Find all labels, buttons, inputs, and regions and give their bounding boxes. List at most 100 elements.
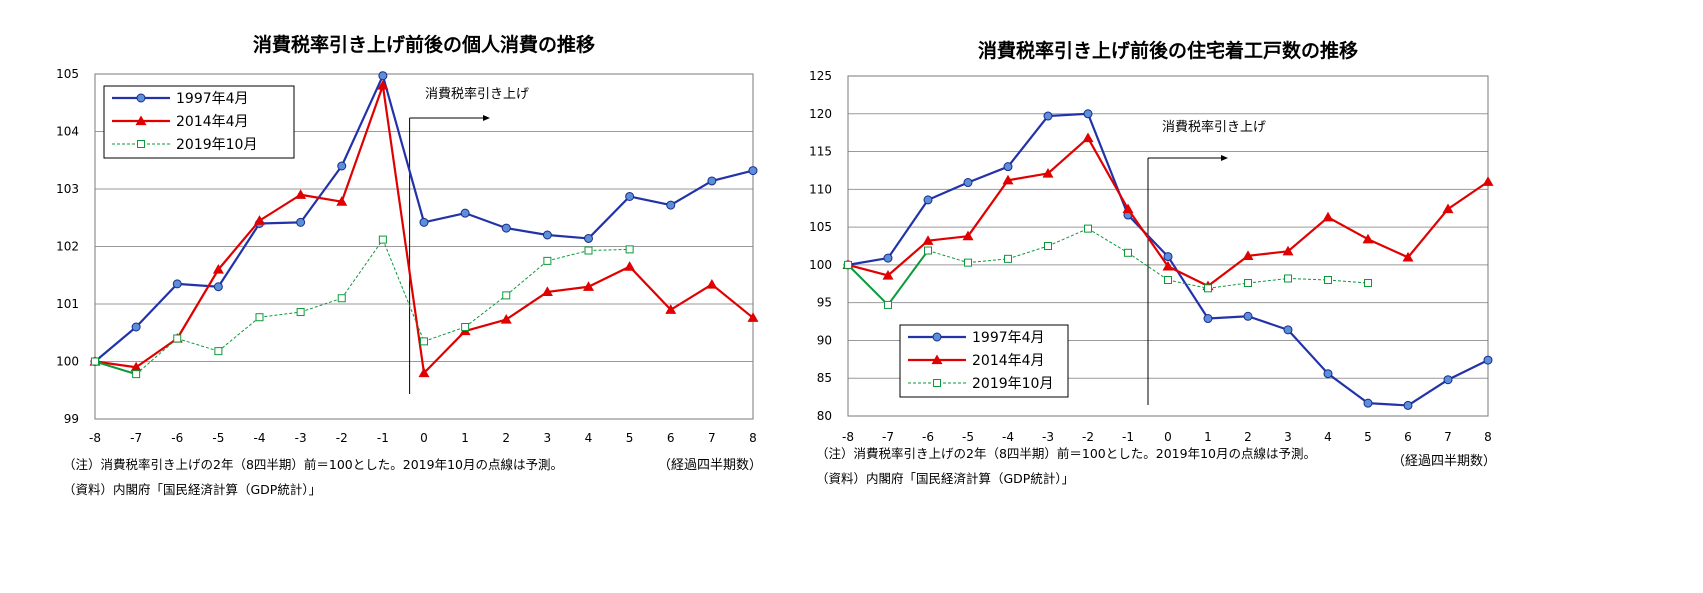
data-point xyxy=(502,291,511,300)
series-line-segment xyxy=(1287,277,1329,281)
series-line-segment xyxy=(423,212,466,224)
series-line-segment xyxy=(505,260,548,296)
data-point xyxy=(1042,167,1054,178)
chart-1: 消費税率引き上げ前後の個人消費の推移99100101102103104105-8… xyxy=(56,33,762,497)
data-point xyxy=(132,370,141,379)
x-tick-label: 0 xyxy=(420,431,428,445)
data-point xyxy=(419,217,429,227)
series-line-segment xyxy=(258,193,302,222)
x-tick-label: 3 xyxy=(544,431,552,445)
legend-swatch-marker xyxy=(932,332,942,342)
series-line-segment xyxy=(670,180,713,207)
y-tick-label: 105 xyxy=(56,67,79,81)
series-line-segment xyxy=(217,222,261,288)
data-point xyxy=(1284,274,1292,283)
data-point xyxy=(625,191,635,201)
footnote: （注）消費税率引き上げの2年（8四半期）前＝100とした。2019年10月の点線… xyxy=(63,457,563,472)
data-point xyxy=(254,215,265,225)
series-line-segment xyxy=(135,283,179,328)
series-line-segment xyxy=(547,233,589,240)
data-point xyxy=(964,258,972,267)
series-line-segment xyxy=(300,193,342,203)
legend-swatch-marker xyxy=(931,354,943,365)
series-line-segment xyxy=(1167,265,1209,288)
x-tick-label: 2 xyxy=(502,431,510,445)
data-point xyxy=(883,253,893,263)
y-tick-label: 104 xyxy=(56,125,79,139)
series-line-segment xyxy=(381,85,426,374)
tax-hike-annotation: 消費税率引き上げ xyxy=(1162,119,1266,135)
y-tick-label: 115 xyxy=(809,145,832,159)
series-line-segment xyxy=(547,250,589,262)
series-line-segment xyxy=(1047,228,1089,247)
data-point xyxy=(131,322,141,332)
data-point xyxy=(884,300,892,309)
series-line-segment xyxy=(847,264,889,306)
data-point xyxy=(1002,174,1014,185)
data-point xyxy=(1243,311,1253,321)
x-tick-label: -2 xyxy=(336,431,348,445)
data-point xyxy=(583,281,594,291)
data-point xyxy=(1363,398,1373,408)
x-tick-label: -3 xyxy=(295,431,307,445)
x-tick-label: -7 xyxy=(882,430,894,444)
tax-hike-annotation: 消費税率引き上げ xyxy=(425,86,529,102)
series-line-segment xyxy=(135,338,178,375)
x-tick-label: 7 xyxy=(708,431,716,445)
series-line-segment xyxy=(587,195,631,240)
x-tick-label: -5 xyxy=(212,431,224,445)
data-point xyxy=(91,357,99,366)
series-line-segment xyxy=(1247,250,1289,257)
series-line-segment xyxy=(1247,277,1289,284)
x-tick-label: 6 xyxy=(667,431,675,445)
series-line-segment xyxy=(1007,245,1049,260)
series-line-segment xyxy=(382,239,425,342)
data-point xyxy=(1204,284,1212,293)
x-tick-label: 1 xyxy=(1204,430,1212,444)
series-line-segment xyxy=(1167,255,1209,320)
series-line-segment xyxy=(135,337,178,369)
series-3 xyxy=(844,224,1372,309)
x-tick-label: 4 xyxy=(585,431,593,445)
series-line-segment xyxy=(1207,282,1249,289)
data-point xyxy=(1442,203,1454,214)
y-tick-label: 120 xyxy=(809,107,832,121)
series-line-segment xyxy=(588,265,631,288)
series-line-segment xyxy=(887,239,929,277)
series-line-segment xyxy=(1207,315,1249,320)
x-tick-label: -4 xyxy=(1002,430,1014,444)
plot-area-frame xyxy=(94,73,754,420)
series-1 xyxy=(843,109,1493,410)
data-point xyxy=(1242,250,1254,260)
data-point xyxy=(1004,254,1012,263)
series-line-segment xyxy=(1447,180,1489,210)
legend-label: 2014年4月 xyxy=(972,353,1045,369)
x-tick-label: 2 xyxy=(1244,430,1252,444)
x-tick-label: 3 xyxy=(1284,430,1292,444)
series-line-segment xyxy=(927,250,969,264)
series-line-segment xyxy=(506,227,548,237)
chart-2: 消費税率引き上げ前後の住宅着工戸数の推移80859095100105110115… xyxy=(809,39,1496,486)
data-point xyxy=(461,323,470,331)
data-point xyxy=(1322,211,1334,222)
x-tick-label: -8 xyxy=(842,430,854,444)
series-line-segment xyxy=(927,235,969,242)
series-line-segment xyxy=(1007,172,1049,182)
series-line-segment xyxy=(464,294,507,328)
data-point xyxy=(1364,279,1372,288)
data-point xyxy=(1283,325,1293,335)
series-1 xyxy=(90,71,758,366)
series-3 xyxy=(91,235,634,379)
x-tick-label: 4 xyxy=(1324,430,1332,444)
legend-swatch-marker xyxy=(933,379,941,387)
data-point xyxy=(541,286,553,297)
data-point xyxy=(1084,224,1092,233)
data-point xyxy=(962,230,974,241)
x-tick-label: -4 xyxy=(254,431,266,445)
series-line-segment xyxy=(1287,216,1329,253)
data-point xyxy=(1124,248,1132,257)
data-point xyxy=(584,233,593,243)
x-tick-label: -5 xyxy=(962,430,974,444)
data-point xyxy=(214,347,223,356)
